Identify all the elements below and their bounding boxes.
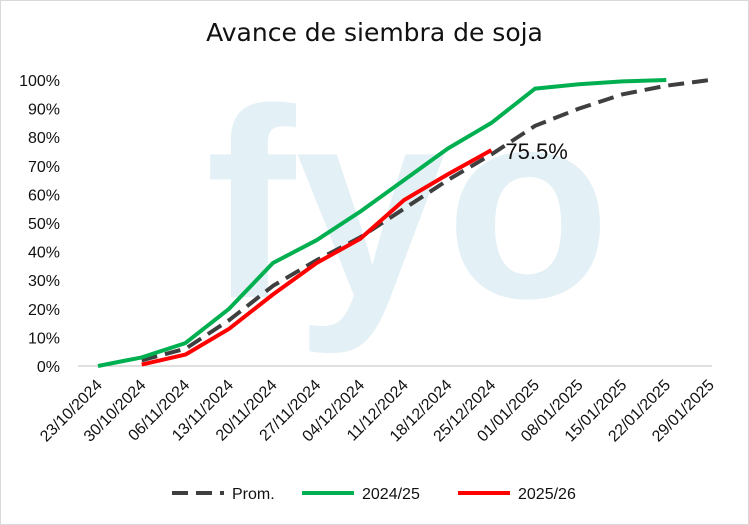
y-tick-label: 60% <box>28 187 60 204</box>
y-tick-label: 80% <box>28 130 60 147</box>
y-tick-label: 50% <box>28 216 60 233</box>
chart-title: Avance de siembra de soja <box>206 18 543 47</box>
y-tick-label: 100% <box>19 73 60 90</box>
y-tick-label: 20% <box>28 302 60 319</box>
watermark-text: fyo <box>206 54 611 356</box>
y-tick-label: 70% <box>28 159 60 176</box>
series-line-2024-25 <box>97 78 667 368</box>
series-lines <box>97 78 711 368</box>
y-tick-label: 10% <box>28 330 60 347</box>
y-tick-label: 30% <box>28 273 60 290</box>
legend-label: 2024/25 <box>362 486 420 503</box>
y-tick-label: 90% <box>28 102 60 119</box>
legend: Prom. 2024/25 2025/26 <box>172 486 576 503</box>
legend-label: Prom. <box>232 486 275 503</box>
series-line-2025-26 <box>141 148 493 367</box>
watermark-logo: fyo <box>206 54 611 356</box>
data-label-annotation: 75.5% <box>505 139 567 164</box>
x-axis-ticks: 23/10/202430/10/202406/11/202413/11/2024… <box>37 377 718 446</box>
legend-label: 2025/26 <box>518 486 576 503</box>
y-axis-ticks: 0% 10% 20% 30% 40% 50% 60% 70% 80% 90% 100% <box>19 73 60 376</box>
series-line-prom- <box>141 78 711 363</box>
y-tick-label: 40% <box>28 245 60 262</box>
y-tick-label: 0% <box>37 359 60 376</box>
